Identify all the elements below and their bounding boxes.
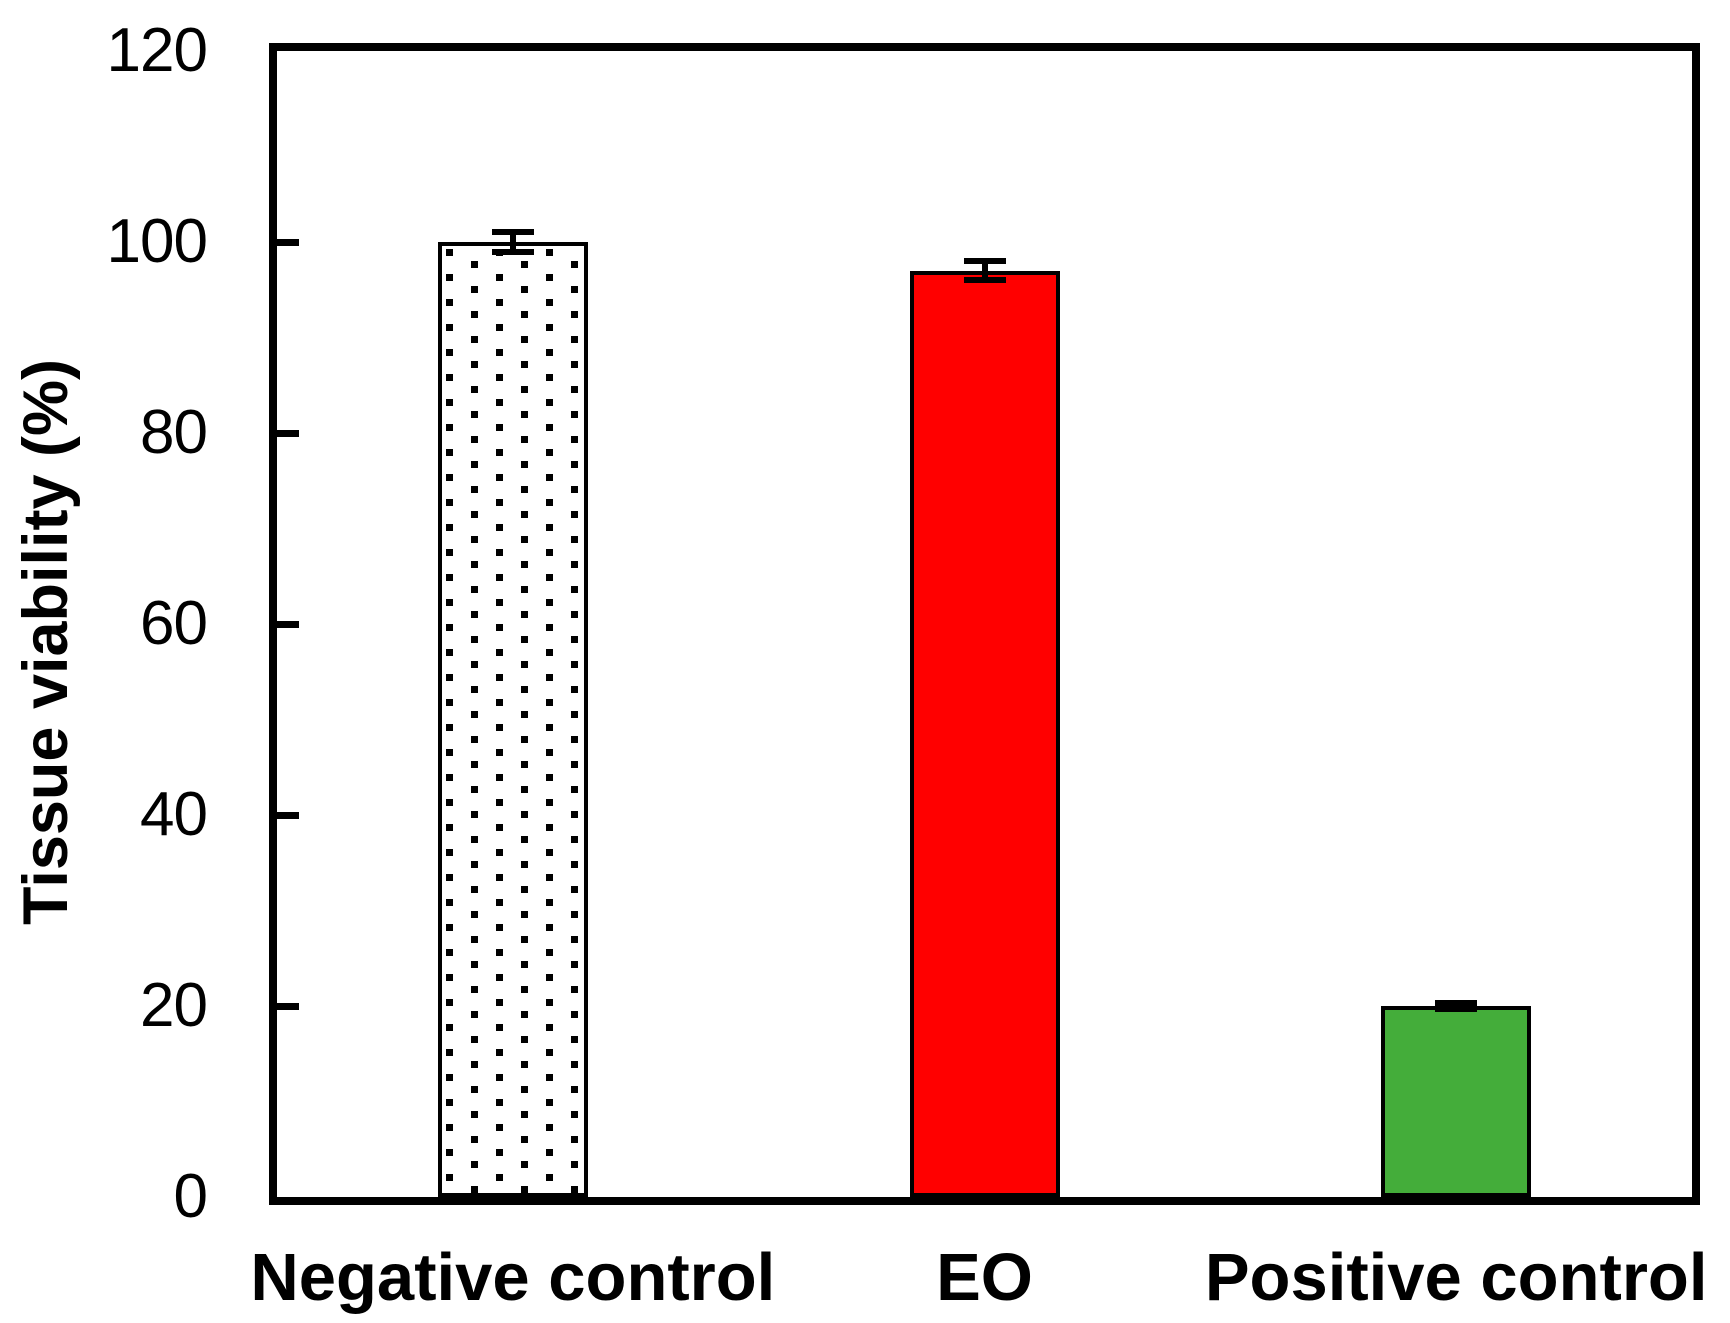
negative-control-bar [437, 242, 588, 1197]
y-axis-tick-label: 100 [106, 207, 208, 276]
y-axis-tick-mark [277, 429, 299, 437]
y-axis-tick-mark [277, 620, 299, 628]
category-label-positive-control: Positive control [1204, 1240, 1708, 1315]
category-label-eo: EO [936, 1240, 1033, 1315]
error-bar-cap [491, 248, 534, 255]
error-bar-cap [1435, 1005, 1478, 1012]
positive-control-bar [1381, 1006, 1532, 1197]
error-bar-whisker [981, 261, 988, 281]
dot-pattern-fill [441, 246, 584, 1193]
y-axis-tick-label: 120 [106, 16, 208, 85]
y-axis-tick-label: 60 [140, 589, 208, 658]
y-axis-tick-mark [277, 811, 299, 819]
y-axis-tick-label: 0 [173, 1162, 208, 1231]
error-bar-cap [963, 277, 1006, 284]
error-bar-cap [1435, 1000, 1478, 1007]
y-axis-tick-label: 80 [140, 398, 208, 467]
plot-area [269, 43, 1700, 1205]
error-bar-cap [963, 258, 1006, 265]
category-label-negative-control: Negative control [250, 1240, 776, 1315]
error-bar-whisker [509, 232, 516, 252]
error-bar-cap [491, 229, 534, 236]
y-axis-tick-mark [277, 238, 299, 246]
y-axis-tick-label: 20 [140, 971, 208, 1040]
y-axis-tick-label: 40 [140, 780, 208, 849]
eo-bar [909, 270, 1060, 1197]
y-axis-tick-mark [277, 1002, 299, 1010]
